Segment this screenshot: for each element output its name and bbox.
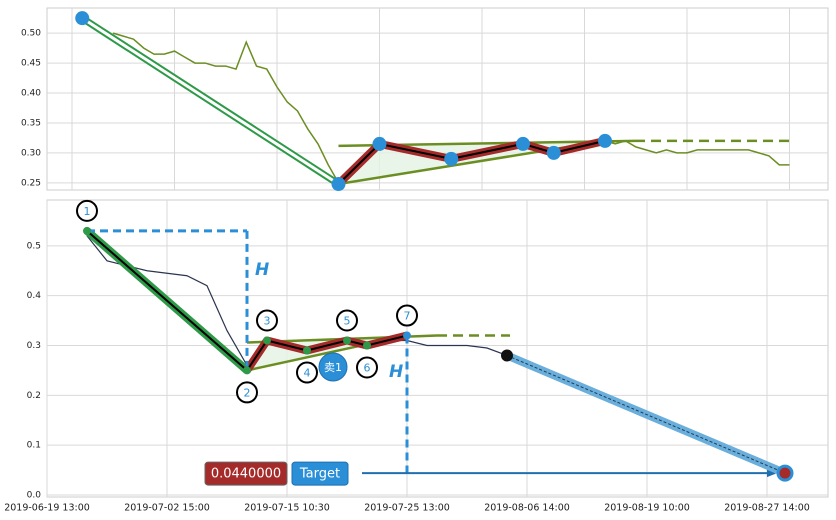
x-tick-label: 2019-08-27 14:00: [724, 503, 810, 514]
x-tick-label: 2019-08-06 14:00: [484, 503, 570, 514]
target-value: 0.0440000: [211, 467, 281, 482]
arrow-head: [767, 469, 777, 478]
y-tick-label: 0.1: [27, 441, 41, 451]
point-label-ring: [236, 381, 258, 404]
point-label: 7: [404, 310, 411, 323]
y-tick-label: 0.30: [21, 148, 41, 158]
target-point: [776, 464, 794, 482]
h-label: H: [255, 260, 269, 280]
y-tick-label: 0.4: [27, 291, 42, 301]
y-tick-label: 0.0: [27, 491, 42, 501]
pattern-point: [263, 336, 271, 345]
point-label-ring: [256, 309, 278, 332]
y-tick-label: 0.40: [21, 89, 41, 99]
zigzag-core: [337, 139, 606, 185]
y-tick-label: 0.3: [27, 341, 41, 351]
target-value-box: [204, 461, 288, 486]
pattern-point: [444, 151, 459, 166]
x-tick-label: 2019-06-19 13:00: [4, 503, 90, 514]
exit-point: [501, 349, 513, 362]
pattern-point: [363, 341, 371, 350]
target-text: Target: [299, 467, 340, 482]
x-tick-label: 2019-07-02 15:00: [124, 503, 210, 514]
pattern-point: [343, 336, 351, 345]
point-label-ring: [396, 304, 418, 327]
pattern-point: [372, 136, 387, 151]
pattern-point: [403, 331, 411, 340]
point-label: 5: [344, 315, 351, 328]
impulse-leg-inner: [81, 16, 340, 186]
pattern-point: [303, 346, 311, 355]
target-box: [291, 461, 349, 486]
point-label: 6: [364, 362, 371, 375]
y-tick-label: 0.50: [21, 29, 41, 39]
point-label-ring: [356, 356, 378, 379]
point-label: 2: [244, 386, 251, 399]
x-tick-label: 2019-07-25 13:00: [364, 503, 450, 514]
y-tick-label: 0.45: [21, 59, 41, 69]
point-label-ring: [296, 361, 318, 384]
h-label: H: [389, 362, 403, 382]
x-tick-label: 2019-07-15 10:30: [244, 503, 330, 514]
pattern-point: [516, 136, 530, 151]
point-label-ring: [76, 199, 98, 222]
point-label: 1: [84, 205, 91, 218]
y-tick-label: 0.35: [21, 118, 41, 128]
x-tick-label: 2019-08-19 10:00: [604, 503, 690, 514]
pattern-point: [546, 145, 561, 160]
projection-core: [506, 355, 786, 474]
pattern-point: [83, 226, 91, 235]
point-label-ring: [336, 309, 358, 332]
impulse-leg-inner: [86, 230, 248, 372]
zigzag-core: [246, 334, 408, 371]
y-tick-label: 0.5: [27, 241, 41, 251]
sell-marker: [318, 352, 348, 382]
sell-label: 卖1: [324, 361, 342, 374]
plot-frame: [46, 199, 829, 498]
point-label: 4: [304, 366, 311, 379]
point-label: 3: [264, 315, 271, 328]
pattern-point: [243, 366, 251, 375]
pattern-point: [598, 133, 612, 148]
pattern-point: [75, 11, 90, 26]
y-tick-label: 0.25: [21, 178, 41, 188]
y-tick-label: 0.2: [27, 391, 41, 401]
pattern-point: [331, 177, 346, 192]
